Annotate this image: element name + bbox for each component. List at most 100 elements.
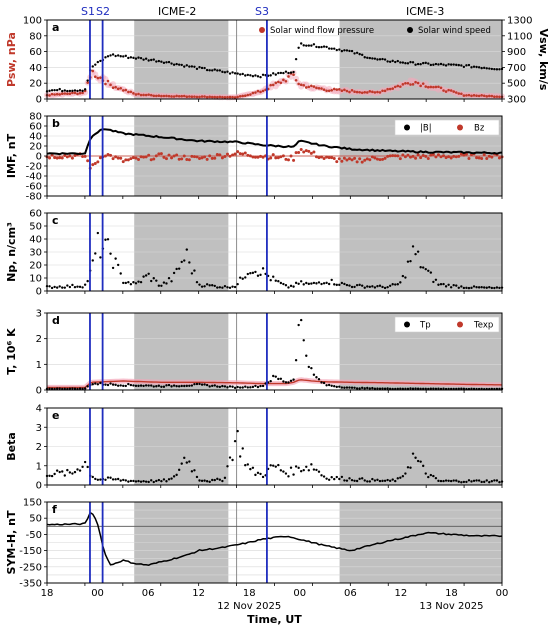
- beta-point: [142, 479, 145, 483]
- beta-point: [94, 477, 97, 481]
- panel-letter: d: [52, 314, 60, 327]
- pressure-point: [490, 94, 494, 98]
- beta-point: [340, 475, 344, 479]
- bz-point: [116, 156, 120, 160]
- speed-point: [129, 56, 133, 59]
- density-point: [302, 283, 305, 286]
- density-point: [419, 266, 422, 269]
- beta-point: [53, 472, 56, 476]
- pressure-band-point: [293, 75, 300, 82]
- bz-point: [149, 158, 153, 162]
- tp-point: [406, 387, 410, 391]
- pressure-point: [81, 91, 84, 95]
- beta-point: [388, 479, 392, 483]
- tp-point: [297, 323, 300, 327]
- density-point: [269, 279, 272, 282]
- bz-point: [220, 156, 224, 160]
- speed-point: [269, 74, 272, 77]
- pressure-point: [76, 92, 79, 96]
- bz-point: [223, 155, 227, 159]
- density-point: [383, 286, 387, 290]
- density-point: [330, 278, 333, 282]
- beta-point: [485, 479, 488, 482]
- speed-point: [294, 57, 298, 61]
- density-point: [249, 272, 252, 275]
- speed-point: [495, 68, 499, 71]
- tp-point: [312, 373, 316, 376]
- beta-point: [73, 470, 77, 474]
- bz-point: [195, 155, 199, 159]
- y-tick-label: 80: [29, 112, 42, 123]
- density-point: [424, 267, 427, 271]
- speed-point: [259, 75, 262, 79]
- bz-point: [447, 155, 451, 159]
- bz-point: [312, 150, 316, 154]
- pressure-point: [396, 84, 400, 88]
- bz-point: [180, 157, 184, 161]
- density-point: [152, 277, 155, 280]
- bz-point: [340, 159, 344, 163]
- tp-point: [213, 384, 216, 387]
- pressure-point: [434, 85, 438, 89]
- pressure-point: [152, 94, 156, 98]
- density-point: [404, 276, 407, 279]
- beta-point: [483, 480, 486, 484]
- tp-point: [238, 386, 242, 389]
- beta-point: [325, 477, 328, 480]
- pressure-point: [190, 95, 194, 98]
- beta-point: [198, 479, 201, 482]
- speed-point: [175, 62, 178, 66]
- tp-point: [185, 384, 189, 388]
- density-point: [272, 275, 275, 278]
- density-point: [312, 281, 316, 285]
- pressure-point: [269, 83, 272, 87]
- pressure-point: [58, 93, 62, 96]
- x-tick-label: 06: [142, 588, 155, 599]
- bz-point: [477, 156, 481, 160]
- pressure-point: [442, 89, 445, 92]
- pressure-point: [55, 92, 59, 96]
- density-point: [221, 286, 224, 289]
- shock-label-s2: S2: [96, 5, 110, 18]
- tp-point: [78, 387, 82, 390]
- beta-point: [139, 480, 143, 483]
- y-tick-label: 40: [29, 132, 42, 143]
- density-point: [180, 260, 183, 264]
- pressure-point: [127, 90, 130, 94]
- beta-point: [277, 463, 280, 467]
- density-point: [157, 284, 161, 287]
- tp-point: [106, 383, 110, 387]
- density-point: [48, 285, 51, 288]
- density-point: [175, 267, 178, 271]
- beta-point: [381, 479, 384, 483]
- legend-a: Solar wind flow pressure Solar wind speed: [259, 26, 491, 36]
- tp-point: [335, 385, 338, 389]
- y-axis-label: T, 10⁶ K: [5, 328, 18, 375]
- speed-point: [498, 68, 501, 71]
- tp-point: [416, 387, 420, 390]
- beta-point: [68, 471, 72, 474]
- bz-point: [307, 149, 311, 153]
- speed-point: [422, 61, 425, 65]
- speed-point: [106, 55, 110, 58]
- density-point: [160, 284, 163, 287]
- density-point: [320, 282, 323, 286]
- time-axis: 18 00 06 12 18 00 06 12 18 00 12 Nov 2025 13 Nov 20…: [41, 588, 509, 626]
- speed-point: [122, 55, 125, 58]
- beta-point: [259, 472, 262, 476]
- tp-point: [401, 387, 405, 391]
- density-point: [472, 285, 476, 288]
- density-point: [132, 281, 135, 284]
- density-point: [122, 281, 125, 285]
- density-point: [134, 282, 138, 285]
- bz-point: [391, 154, 395, 158]
- bz-point: [55, 156, 59, 160]
- speed-point: [185, 64, 189, 67]
- tp-point: [231, 385, 234, 388]
- bz-point: [137, 157, 141, 161]
- pressure-point: [401, 83, 405, 86]
- legend-b: |B| Bz: [394, 119, 500, 136]
- pressure-point: [142, 93, 145, 97]
- density-point: [223, 284, 227, 288]
